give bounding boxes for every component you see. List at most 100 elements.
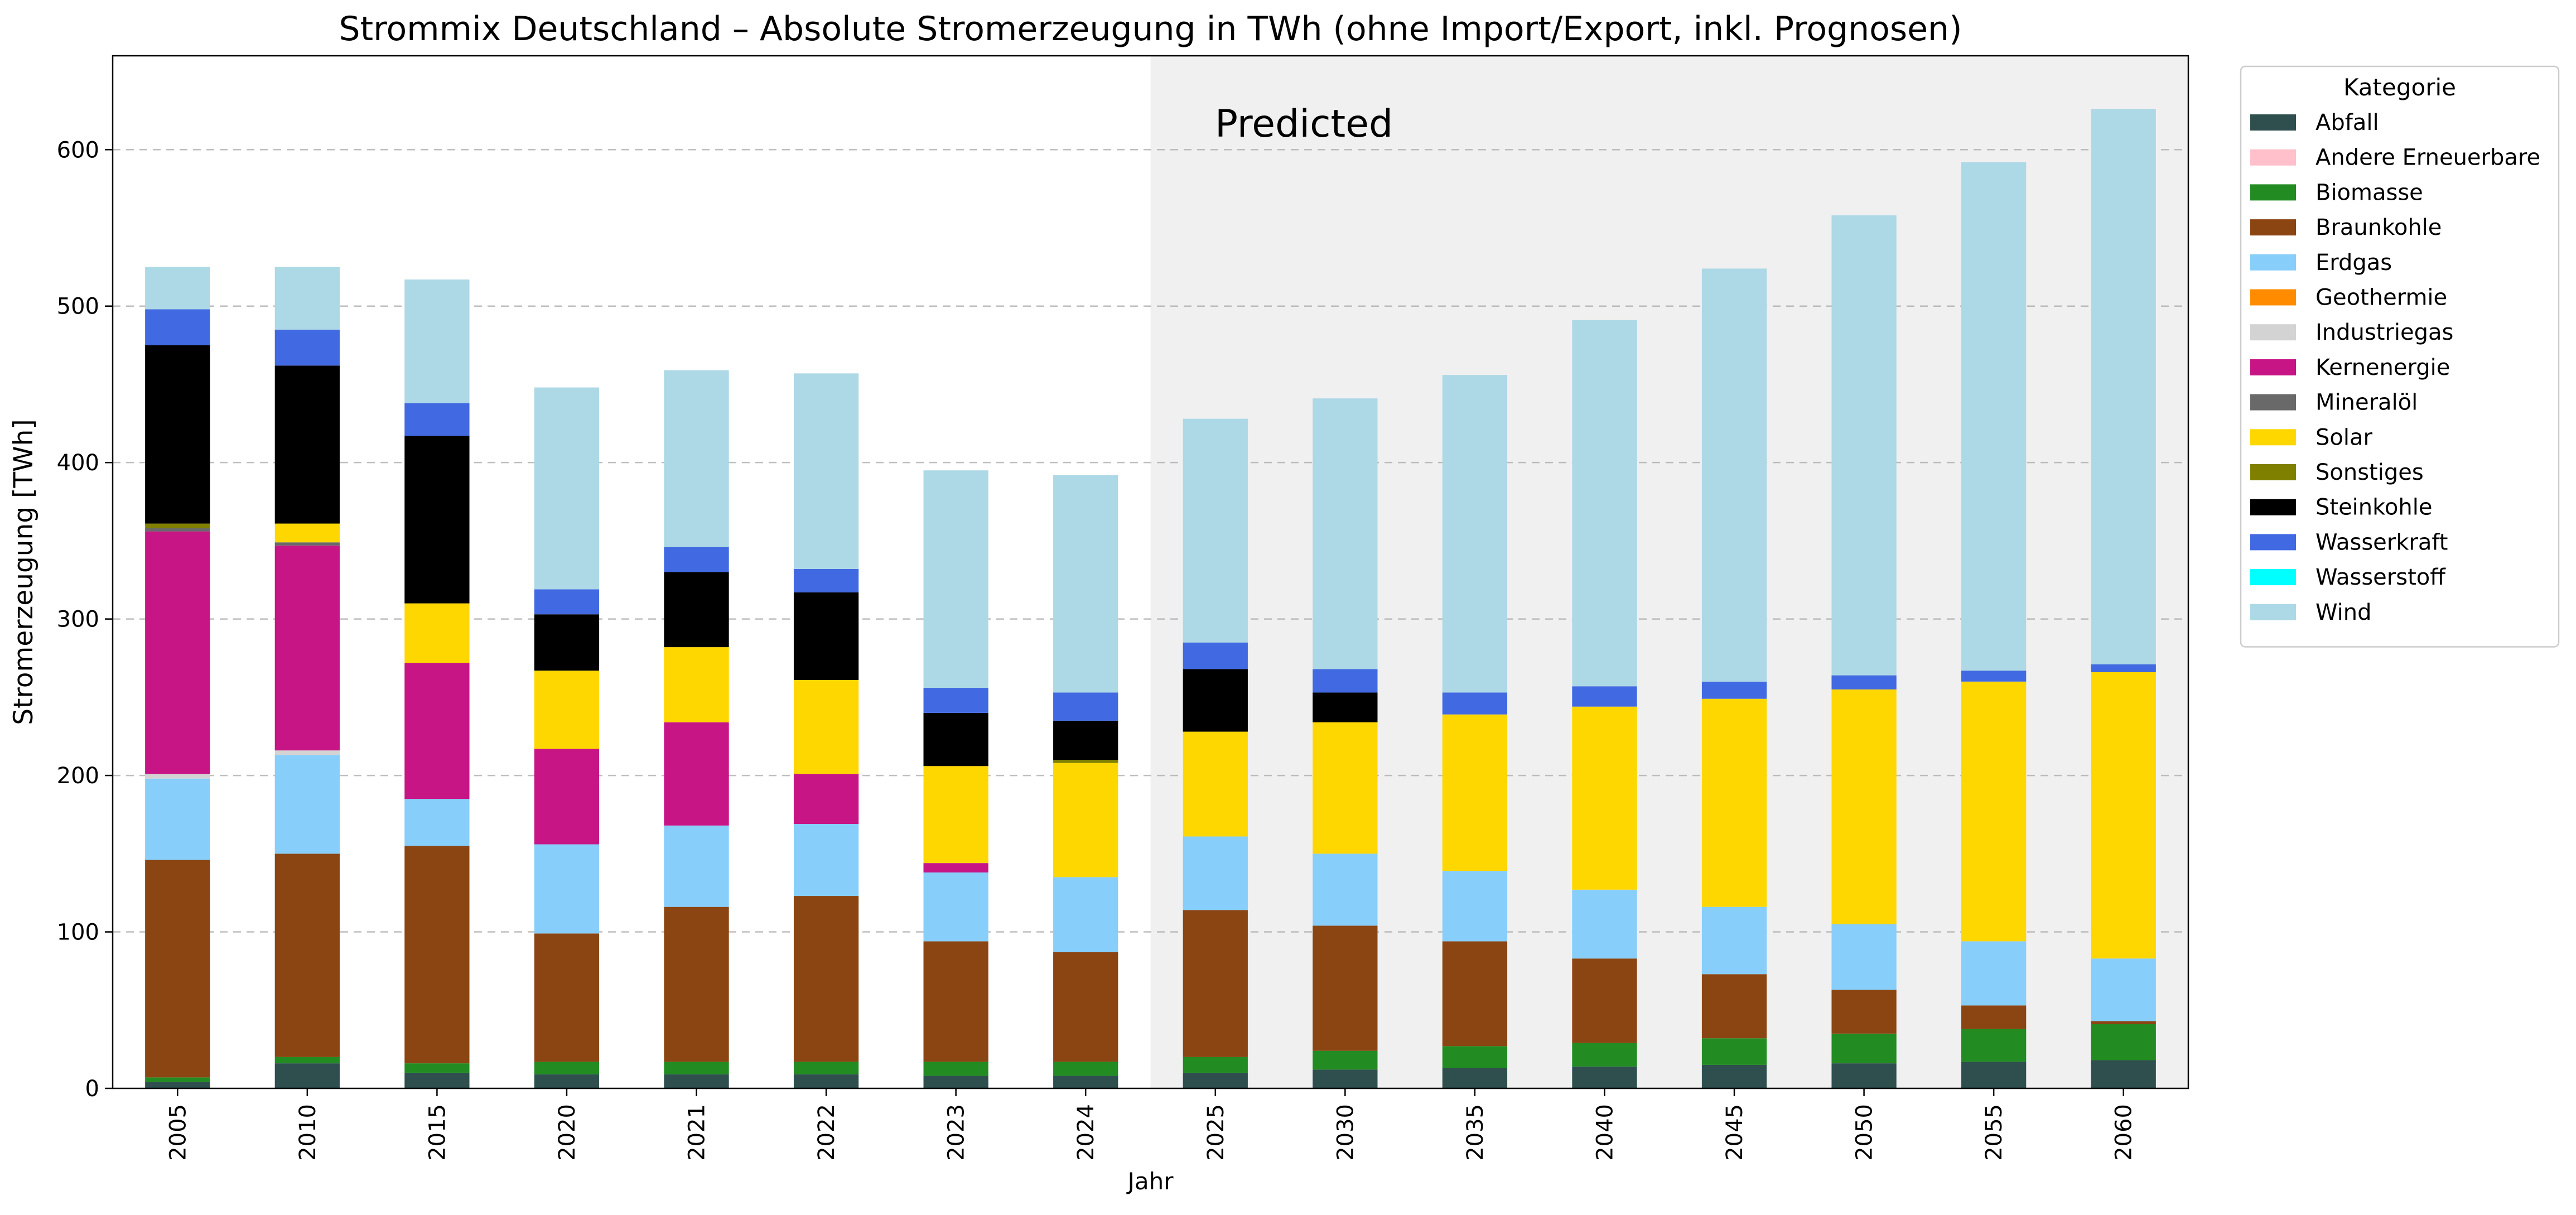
bar-segment-kernenergie <box>793 774 859 825</box>
y-tick-label: 400 <box>57 450 99 476</box>
legend: Abfall Andere Erneuerbare Biomasse Braunkoh… <box>2240 65 2560 648</box>
bar-segment-wasserkraft <box>1183 642 1248 669</box>
bar-segment-steinkohle <box>274 365 340 524</box>
bar-segment-abfall <box>1961 1062 2027 1088</box>
bar-segment-abfall <box>1701 1064 1767 1088</box>
chart-title: Strommix Deutschland – Absolute Stromerz… <box>339 9 1962 49</box>
bar-segment-wasserkraft <box>1961 671 2027 682</box>
bar-segment-kernenergie <box>923 863 988 872</box>
bar-segment-steinkohle <box>534 614 600 671</box>
bar-segment-abfall <box>1183 1072 1248 1088</box>
y-tick-label: 500 <box>57 294 99 320</box>
bar-segment-sonstiges <box>145 523 210 528</box>
bar-segment-biomasse <box>1572 1043 1637 1067</box>
bar-segment-braunkohle <box>404 846 470 1064</box>
bar-segment-abfall <box>1572 1066 1637 1088</box>
bar-segment-steinkohle <box>1053 720 1118 760</box>
bar-segment-wasserkraft <box>1313 669 1378 693</box>
legend-label: Andere Erneuerbare <box>2315 145 2540 171</box>
bars <box>145 109 2156 1088</box>
x-tick-label: 2024 <box>1073 1104 1099 1161</box>
bar-segment-wind <box>1961 162 2027 671</box>
legend-label: Wasserkraft <box>2315 529 2448 555</box>
x-tick-label: 2030 <box>1333 1104 1358 1161</box>
bar-segment-abfall <box>534 1074 600 1088</box>
bar-segment-solar <box>534 671 600 749</box>
bar-segment-kernenergie <box>404 663 470 799</box>
bar-segment-kernenergie <box>664 722 729 826</box>
bar-segment-biomasse <box>145 1077 210 1082</box>
bar-segment-abfall <box>2091 1060 2156 1088</box>
bar-segment-wind <box>1442 375 1508 693</box>
bar-segment-abfall <box>1442 1068 1508 1088</box>
legend-label: Braunkohle <box>2315 215 2442 240</box>
legend-swatch <box>2250 149 2296 166</box>
bar-segment-wind <box>1831 215 1897 676</box>
legend-box <box>2240 65 2560 648</box>
bar-segment-solar <box>1572 706 1637 890</box>
bar-segment-solar <box>1442 714 1508 871</box>
bar-segment-abfall <box>923 1076 988 1088</box>
bar-segment-wind <box>1701 268 1767 682</box>
bar-segment-braunkohle <box>1053 952 1118 1062</box>
bar-segment-wasserkraft <box>404 403 470 436</box>
x-tick-label: 2025 <box>1203 1104 1229 1161</box>
bar-segment-abfall <box>1831 1063 1897 1088</box>
bar-segment-braunkohle <box>1831 990 1897 1034</box>
bar-segment-solar <box>793 680 859 774</box>
bar-segment-braunkohle <box>1313 925 1378 1051</box>
y-tick-label: 600 <box>57 137 99 163</box>
bar-segment-biomasse <box>1442 1046 1508 1068</box>
bar-segment-braunkohle <box>534 933 600 1062</box>
x-tick-label: 2022 <box>814 1104 840 1161</box>
legend-swatch <box>2250 604 2296 620</box>
bar-segment-braunkohle <box>274 854 340 1057</box>
legend-swatch <box>2250 569 2296 586</box>
legend-label: Solar <box>2315 425 2372 450</box>
bar-segment-erdgas <box>534 844 600 934</box>
bar-segment-solar <box>1701 698 1767 907</box>
legend-swatch <box>2250 324 2296 341</box>
bar-segment-wasserkraft <box>664 547 729 572</box>
bar-segment-erdgas <box>404 799 470 846</box>
bar-segment-solar <box>274 523 340 543</box>
bar-segment-wind <box>274 267 340 330</box>
predicted-annotation: Predicted <box>1215 102 1393 146</box>
bar-segment-solar <box>1053 763 1118 878</box>
x-tick-label: 2035 <box>1463 1104 1488 1161</box>
legend-swatch <box>2250 114 2296 131</box>
legend-swatch <box>2250 534 2296 551</box>
bar-segment-biomasse <box>404 1063 470 1073</box>
bar-segment-mineral-l <box>145 528 210 532</box>
legend-title: Kategorie <box>2343 74 2456 101</box>
bar-segment-erdgas <box>1701 907 1767 975</box>
bar-segment-industriegas <box>274 750 340 755</box>
x-tick-label: 2045 <box>1722 1104 1748 1161</box>
bar-segment-wind <box>923 470 988 688</box>
bar-segment-kernenergie <box>145 531 210 774</box>
bar-segment-biomasse <box>274 1057 340 1064</box>
bar-segment-braunkohle <box>923 941 988 1062</box>
legend-label: Geothermie <box>2315 285 2447 311</box>
legend-swatch <box>2250 184 2296 201</box>
bar-segment-kernenergie <box>274 545 340 751</box>
predicted-region <box>1150 56 2188 1088</box>
bar-segment-mineral-l <box>274 542 340 546</box>
bar-segment-solar <box>664 647 729 722</box>
bar-segment-sonstiges <box>1053 760 1118 763</box>
bar-segment-wasserkraft <box>1572 686 1637 707</box>
bar-segment-wind <box>145 267 210 310</box>
x-tick-label: 2055 <box>1981 1104 2007 1161</box>
bar-segment-biomasse <box>923 1062 988 1076</box>
bar-segment-wasserkraft <box>793 568 859 592</box>
bar-segment-biomasse <box>1961 1029 2027 1062</box>
x-tick-label: 2010 <box>295 1104 321 1161</box>
bar-segment-braunkohle <box>664 907 729 1062</box>
bar-segment-steinkohle <box>664 572 729 648</box>
bar-segment-solar <box>1961 681 2027 942</box>
bar-segment-biomasse <box>664 1062 729 1074</box>
bar-segment-biomasse <box>1183 1057 1248 1073</box>
bar-segment-braunkohle <box>2091 1021 2156 1025</box>
legend-swatch <box>2250 499 2296 515</box>
